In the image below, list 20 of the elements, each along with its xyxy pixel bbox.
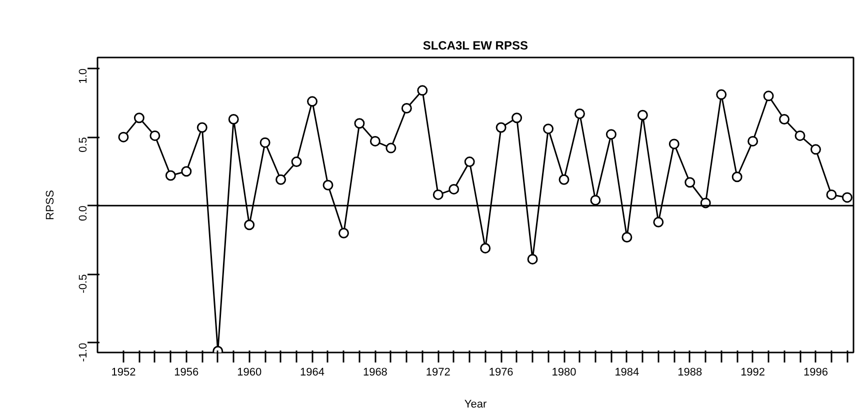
x-tick-label: 1972 [426, 366, 450, 378]
y-tick-label: 0.5 [78, 137, 90, 152]
x-tick-label: 1984 [614, 366, 640, 378]
x-axis-title: Year [464, 398, 487, 410]
x-tick-label: 1956 [174, 366, 199, 378]
x-tick-label: 1980 [552, 366, 576, 378]
y-tick-label: 1.0 [78, 68, 90, 84]
y-tick-label: -1.0 [78, 342, 90, 362]
chart-title: SLCA3L EW RPSS [422, 38, 528, 52]
x-tick-label: 1968 [362, 366, 388, 378]
x-tick-label: 1992 [740, 366, 766, 378]
y-tick-label: 0.0 [78, 206, 90, 221]
x-tick-label: 1960 [237, 366, 262, 378]
x-tick-label: 1988 [678, 366, 702, 378]
x-tick-label: 1964 [300, 366, 325, 378]
y-tick-label: -0.5 [78, 274, 90, 294]
x-tick-label: 1952 [111, 366, 136, 378]
x-tick-label: 1996 [804, 366, 828, 378]
x-tick-label: 1976 [488, 366, 514, 378]
y-axis-title: RPSS [44, 190, 56, 220]
